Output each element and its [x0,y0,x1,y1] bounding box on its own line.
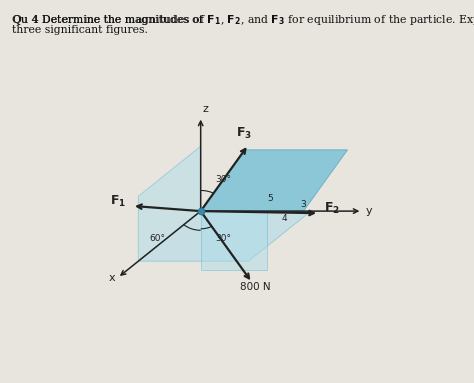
Text: 3: 3 [300,200,306,209]
Text: x: x [109,273,116,283]
Text: Qu 4 Determine the magnitudes of $\mathbf{F_1}$, $\mathbf{F_2}$, and $\mathbf{F_: Qu 4 Determine the magnitudes of $\mathb… [12,13,474,28]
Text: 5: 5 [267,194,273,203]
Polygon shape [201,211,267,270]
Polygon shape [201,150,347,211]
Text: y: y [366,206,373,216]
Text: Qu 4 Determine the magnitudes of: Qu 4 Determine the magnitudes of [12,15,206,25]
Polygon shape [138,146,201,261]
Text: 30°: 30° [215,175,231,183]
Text: three significant figures.: three significant figures. [12,25,148,35]
Text: $\mathbf{F_1}$: $\mathbf{F_1}$ [110,193,126,209]
Text: 800 N: 800 N [240,282,271,292]
Text: $\mathbf{F_3}$: $\mathbf{F_3}$ [236,126,252,141]
Text: $\mathbf{F_2}$: $\mathbf{F_2}$ [325,201,340,216]
Text: 60°: 60° [149,234,165,242]
Text: 30°: 30° [215,234,231,242]
Polygon shape [138,211,311,261]
Text: 4: 4 [282,214,287,223]
Text: z: z [202,104,209,114]
